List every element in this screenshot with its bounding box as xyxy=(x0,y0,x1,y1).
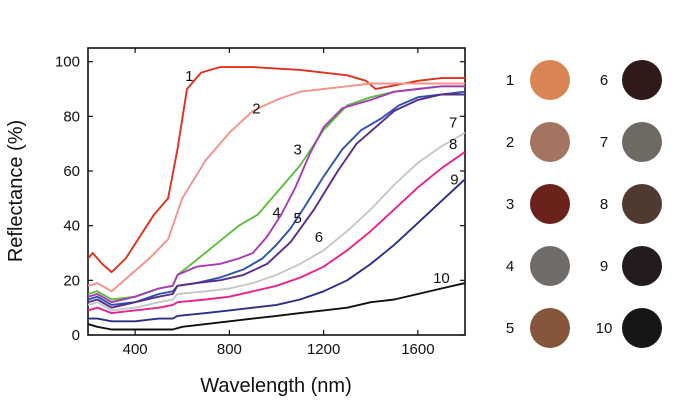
swatch-circle-1 xyxy=(530,60,570,100)
curve-label-1: 1 xyxy=(185,68,193,85)
series-line-6 xyxy=(88,131,465,312)
series-line-4 xyxy=(88,85,465,304)
y-tick-label: 80 xyxy=(63,108,80,125)
swatch-circle-9 xyxy=(622,246,662,286)
curve-label-5: 5 xyxy=(294,210,302,227)
tick-group: 400 800 1200 1600 0 20 40 60 80 100 xyxy=(55,48,465,358)
x-tick-label: 1200 xyxy=(307,341,340,358)
y-tick-label: 60 xyxy=(63,163,80,180)
series-line-1 xyxy=(88,66,465,274)
series-group xyxy=(88,66,465,331)
swatch-circle-8 xyxy=(622,184,662,224)
swatch-label-2: 2 xyxy=(506,134,514,151)
y-tick-label: 20 xyxy=(63,272,80,289)
swatch-label-4: 4 xyxy=(506,258,514,275)
curve-label-6: 6 xyxy=(315,229,323,246)
curve-label-8: 8 xyxy=(449,136,457,153)
curve-label-7: 7 xyxy=(449,114,457,131)
swatch-circle-7 xyxy=(622,122,662,162)
series-line-3 xyxy=(88,85,465,301)
swatch-circle-6 xyxy=(622,60,662,100)
curve-label-3: 3 xyxy=(294,142,302,159)
series-line-10 xyxy=(88,282,465,331)
series-line-8 xyxy=(88,151,465,315)
curve-label-group: 1 2 3 4 56 7 8 9 10 xyxy=(185,68,458,287)
curve-label-10: 10 xyxy=(433,270,450,287)
swatch-circle-5 xyxy=(530,308,570,348)
y-tick-label: 0 xyxy=(72,327,80,344)
swatch-circle-3 xyxy=(530,184,570,224)
swatch-circle-4 xyxy=(530,246,570,286)
y-tick-label: 100 xyxy=(55,54,80,71)
swatch-circle-10 xyxy=(622,308,662,348)
swatch-label-8: 8 xyxy=(600,196,608,213)
swatch-label-6: 6 xyxy=(600,72,608,89)
series-line-5 xyxy=(88,90,465,306)
series-line-2 xyxy=(88,82,465,293)
curve-label-9: 9 xyxy=(450,172,458,189)
x-axis-title: Wavelength (nm) xyxy=(200,375,352,397)
swatch-legend: 1 2 3 4 5 6 7 8 9 10 xyxy=(506,60,662,348)
swatch-label-3: 3 xyxy=(506,196,514,213)
x-tick-label: 1600 xyxy=(401,341,434,358)
swatch-label-7: 7 xyxy=(600,134,608,151)
x-tick-label: 800 xyxy=(217,341,242,358)
swatch-circle-2 xyxy=(530,122,570,162)
curve-label-2: 2 xyxy=(252,101,260,118)
series-line-5b xyxy=(88,93,465,309)
y-tick-label: 40 xyxy=(63,218,80,235)
swatch-label-10: 10 xyxy=(596,320,613,337)
swatch-label-5: 5 xyxy=(506,320,514,337)
swatch-label-1: 1 xyxy=(506,72,514,89)
x-tick-label: 400 xyxy=(123,341,148,358)
swatch-label-9: 9 xyxy=(600,258,608,275)
series-line-9 xyxy=(88,178,465,323)
curve-label-4: 4 xyxy=(272,204,280,221)
y-axis-title: Reflectance (%) xyxy=(5,120,27,262)
axes xyxy=(87,47,466,336)
plot-frame xyxy=(87,47,466,336)
